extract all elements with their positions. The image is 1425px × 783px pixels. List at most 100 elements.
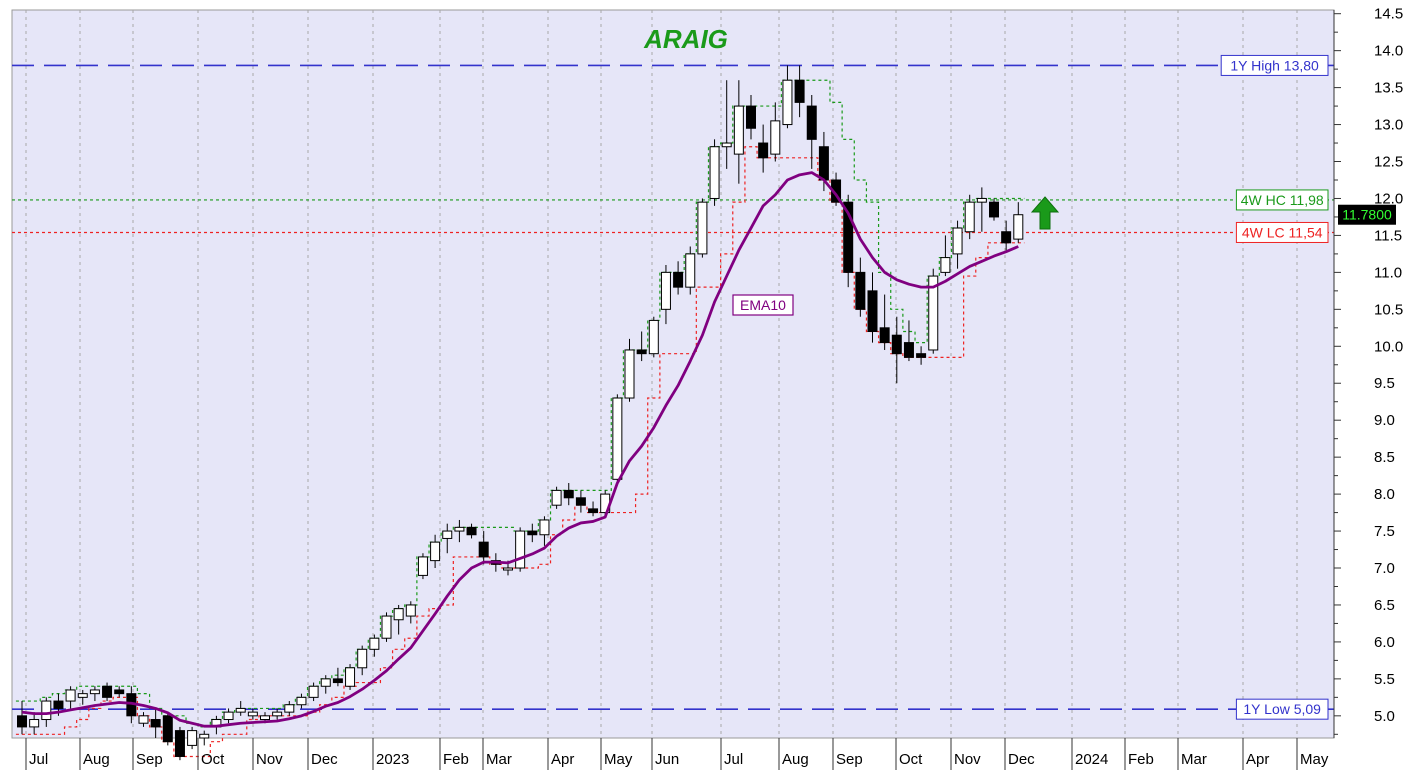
candle-body <box>430 541 441 562</box>
candle-body <box>928 275 939 351</box>
candle <box>685 246 696 295</box>
candle-body <box>223 711 234 721</box>
level-tag-box <box>1235 189 1329 211</box>
candle-body <box>138 715 149 724</box>
candle-body <box>794 79 805 103</box>
candle <box>928 268 939 354</box>
level-tag-label: 4W HC 11,98 <box>1241 192 1324 208</box>
candle-body <box>709 146 720 199</box>
x-tick-label: Aug <box>83 751 110 768</box>
candle <box>478 531 489 565</box>
candle <box>174 726 185 761</box>
candle-body <box>891 334 902 355</box>
x-tick-label: May <box>604 751 633 768</box>
y-tick-label: 5.0 <box>1374 708 1395 725</box>
candle <box>782 65 793 129</box>
candle <box>527 523 538 543</box>
level-tag-label: 4W LC 11,54 <box>1242 224 1323 240</box>
candle <box>794 65 805 118</box>
candle-body <box>721 142 732 148</box>
candle-body <box>17 715 27 728</box>
candle-body <box>903 342 914 358</box>
candle <box>916 346 927 365</box>
candle <box>405 601 416 624</box>
candle-body <box>442 530 453 539</box>
up-arrow-icon <box>1030 196 1060 230</box>
candle-body <box>417 556 428 576</box>
candle <box>879 294 890 350</box>
candle <box>199 730 210 746</box>
candle-body <box>563 489 574 499</box>
x-tick-label: 2023 <box>376 751 409 768</box>
candle-body <box>624 349 635 399</box>
y-tick-label: 14.5 <box>1374 6 1403 23</box>
candle <box>102 682 113 702</box>
level-tag-box <box>1220 54 1329 76</box>
x-tick-label: Oct <box>201 751 225 768</box>
y-tick-label: 8.5 <box>1374 449 1395 466</box>
x-tick-label: Jul <box>29 751 48 768</box>
y-axis: 5.0 5.5 6.0 6.5 7.0 7.5 8.0 8.5 9.0 9.5 10.0 10.5 11… <box>1333 6 1403 738</box>
candle <box>746 94 756 140</box>
candle <box>952 220 963 269</box>
candle-body <box>187 730 198 746</box>
y-tick-label: 13.0 <box>1374 117 1403 134</box>
y-tick-label: 6.5 <box>1374 597 1395 614</box>
candle-body <box>65 689 76 702</box>
candle-body <box>199 733 210 739</box>
candle <box>539 516 550 546</box>
candle-body <box>855 271 866 310</box>
x-tick-label: Oct <box>899 751 923 768</box>
price-tag-box <box>1338 204 1396 225</box>
candle <box>332 667 343 687</box>
y-tick-label: 9.0 <box>1374 412 1395 429</box>
y-tick-label: 5.5 <box>1374 671 1395 688</box>
chart-title: ARAIG <box>643 24 728 54</box>
x-tick-label: May <box>1300 751 1329 768</box>
candle-body <box>102 685 113 698</box>
candle-body <box>320 678 331 687</box>
candle <box>17 701 27 735</box>
candle-body <box>746 105 756 129</box>
y-tick-label: 11.5 <box>1374 227 1402 244</box>
x-axis: Jul Aug Sep Oct Nov Dec 2023 Feb Mar Apr May Jun Jul… <box>25 738 1329 770</box>
candle <box>162 712 173 746</box>
x-tick-label: Feb <box>1128 751 1154 768</box>
candle <box>697 198 708 258</box>
candle <box>320 675 331 694</box>
candle <box>940 235 951 277</box>
candle <box>1001 220 1012 251</box>
candle <box>65 686 76 709</box>
candle-body <box>867 290 878 333</box>
candle <box>575 490 586 513</box>
y-tick-label: 7.5 <box>1374 523 1395 540</box>
x-tick-label: Apr <box>551 751 574 768</box>
x-tick-label: Aug <box>782 751 809 768</box>
ema-label-box <box>732 294 794 316</box>
candle-body <box>357 648 368 669</box>
candle-body <box>733 105 744 155</box>
y-tick-label: 13.5 <box>1374 80 1403 97</box>
y-tick-label: 11.0 <box>1374 264 1402 281</box>
candle <box>442 523 453 554</box>
candle-body <box>843 201 854 273</box>
level-tag-box <box>1235 698 1329 720</box>
candle <box>393 604 404 635</box>
level-tag-label: 1Y High 13,80 <box>1230 57 1319 73</box>
candle <box>806 94 817 169</box>
candle <box>223 708 234 724</box>
ema-label: EMA10 <box>740 297 786 313</box>
candle <box>345 664 356 690</box>
candle <box>709 139 720 206</box>
candle-body <box>345 667 356 687</box>
candle <box>187 726 198 750</box>
candle-body <box>976 197 987 203</box>
candle-body <box>53 700 64 709</box>
candle <box>758 124 769 173</box>
candle-body <box>758 142 769 159</box>
candle-body <box>478 541 489 558</box>
plot-area <box>11 9 1335 739</box>
y-tick-label: 12.5 <box>1374 154 1403 171</box>
candle <box>296 693 307 709</box>
candle-body <box>405 604 416 617</box>
